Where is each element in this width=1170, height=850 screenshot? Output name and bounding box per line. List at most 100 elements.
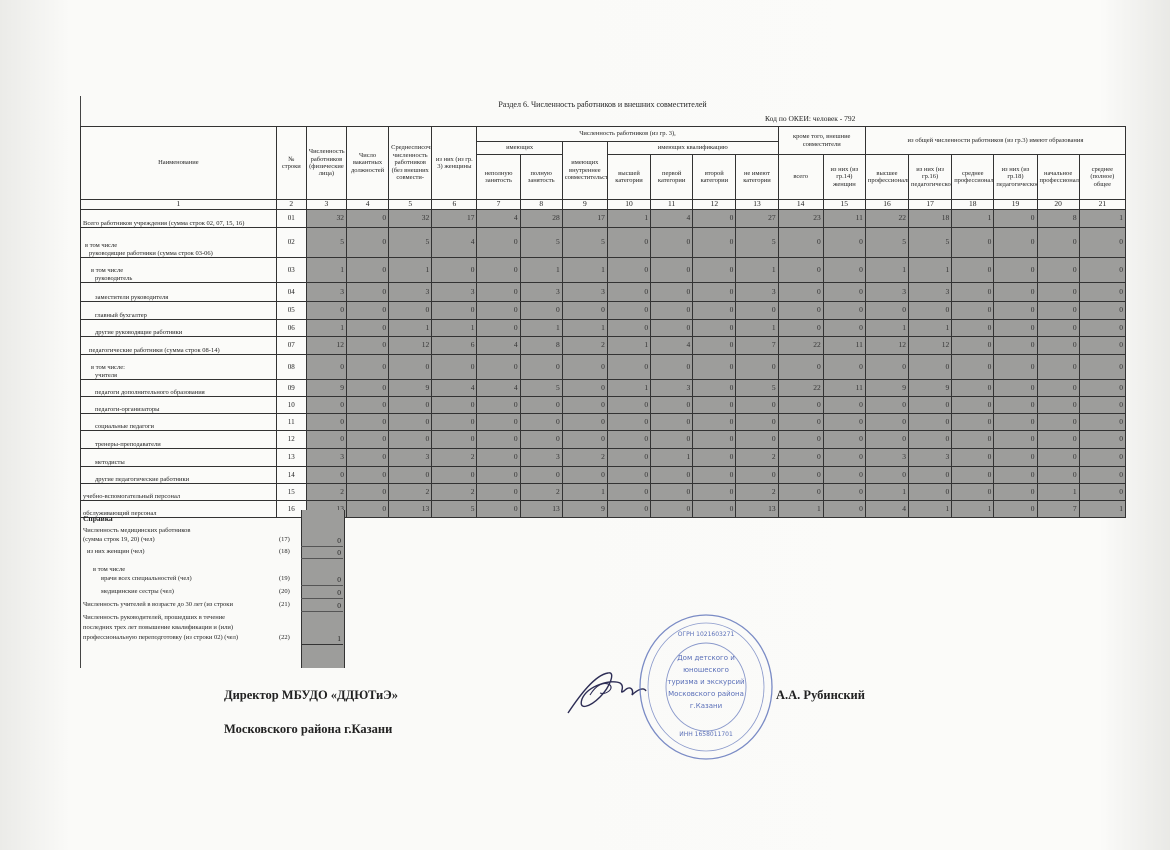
ref-20-code: (20) (279, 588, 290, 595)
value-cell: 5 (519, 379, 563, 397)
value-cell: 0 (1036, 448, 1080, 467)
value-cell: 2 (431, 483, 478, 501)
value-cell: 0 (606, 466, 652, 484)
header-c17: из них (из гр.16) педагогическое (908, 154, 953, 200)
ref-22-code: (22) (279, 634, 290, 641)
value-cell: 0 (476, 282, 521, 302)
value-cell: 0 (735, 396, 779, 414)
row-name: методисты (80, 448, 277, 467)
value-cell: 0 (305, 430, 347, 449)
value-cell: 0 (388, 354, 433, 380)
value-cell: 0 (606, 500, 652, 518)
value-cell: 0 (692, 500, 737, 518)
value-cell: 1 (606, 379, 652, 397)
value-cell: 0 (864, 354, 910, 380)
value-cell: 5 (908, 227, 953, 258)
value-cell: 0 (476, 301, 521, 320)
value-cell: 17 (561, 209, 608, 228)
row-code: 06 (275, 319, 307, 337)
column-number: 21 (1078, 199, 1127, 210)
value-cell: 0 (650, 282, 694, 302)
value-cell: 0 (345, 483, 390, 501)
value-cell: 11 (822, 379, 866, 397)
table-row: педагогические работники (сумма строк 08… (80, 336, 1127, 355)
ref-19-code: (19) (279, 575, 290, 582)
value-cell: 0 (305, 396, 347, 414)
table-row: методисты 13 3 0 3 2 0 3 2 0 1 0 2 0 0 3 3 0 0 0 0 (80, 448, 1127, 467)
value-cell: 0 (777, 413, 824, 431)
value-cell: 1 (908, 500, 953, 518)
value-cell: 0 (650, 483, 694, 501)
value-cell: 1 (431, 319, 478, 337)
value-cell: 0 (1078, 396, 1127, 414)
row-label: учебно-вспомогательный персонал (83, 492, 181, 500)
row-code: 10 (275, 396, 307, 414)
svg-text:ОГРН 1021603271: ОГРН 1021603271 (678, 631, 735, 638)
value-cell: 0 (822, 282, 866, 302)
value-cell: 0 (822, 301, 866, 320)
divider (301, 558, 343, 559)
value-cell: 0 (1078, 466, 1127, 484)
value-cell: 1 (305, 319, 347, 337)
svg-text:г.Казани: г.Казани (690, 702, 722, 710)
value-cell: 0 (822, 466, 866, 484)
value-cell: 0 (1078, 336, 1127, 355)
row-label: обслуживающий персонал (83, 509, 157, 517)
value-cell: 0 (822, 430, 866, 449)
value-cell: 0 (519, 301, 563, 320)
value-cell: 2 (388, 483, 433, 501)
value-cell: 3 (305, 448, 347, 467)
value-cell: 0 (822, 319, 866, 337)
value-cell: 7 (735, 336, 779, 355)
value-cell: 3 (864, 282, 910, 302)
value-cell: 0 (1036, 379, 1080, 397)
value-cell: 2 (561, 448, 608, 467)
value-cell: 0 (561, 413, 608, 431)
value-cell: 2 (305, 483, 347, 501)
value-cell: 4 (431, 227, 478, 258)
value-cell: 0 (822, 396, 866, 414)
value-cell: 0 (345, 396, 390, 414)
value-cell: 0 (777, 430, 824, 449)
value-cell: 0 (951, 396, 995, 414)
value-cell: 0 (345, 430, 390, 449)
value-cell: 1 (735, 257, 779, 283)
director-district: Московского района г.Казани (224, 722, 393, 736)
header-c14: всего (777, 154, 824, 200)
column-numbers-row: 1 2 3 4 5 6 7 8 9 10 11 12 13 14 15 16 17 18 19 20 21 (80, 199, 1127, 210)
value-cell: 2 (735, 483, 779, 501)
value-cell: 0 (993, 396, 1038, 414)
value-cell: 0 (777, 227, 824, 258)
value-cell: 4 (650, 209, 694, 228)
divider (301, 611, 343, 612)
value-cell: 0 (993, 209, 1038, 228)
row-code: 14 (275, 466, 307, 484)
value-cell: 1 (519, 319, 563, 337)
row-name: Всего работников учреждения (сумма строк… (80, 209, 277, 228)
value-cell: 32 (388, 209, 433, 228)
value-cell: 4 (864, 500, 910, 518)
row-label: другие педагогические работники (95, 475, 190, 483)
value-cell: 1 (388, 319, 433, 337)
table-row: заместители руководителя 04 3 0 3 3 0 3 3 0 0 0 3 0 0 3… (80, 282, 1127, 302)
value-cell: 0 (951, 448, 995, 467)
value-cell: 0 (777, 396, 824, 414)
header-c4: Число вакантных должностей (345, 126, 390, 200)
value-cell: 0 (476, 483, 521, 501)
divider (301, 598, 343, 599)
header-c10: высшей категории (606, 154, 652, 200)
value-cell: 0 (345, 354, 390, 380)
value-cell: 0 (735, 430, 779, 449)
value-cell: 22 (777, 336, 824, 355)
row-label: другие руководящие работники (95, 328, 183, 336)
value-cell: 4 (431, 379, 478, 397)
value-cell: 1 (908, 257, 953, 283)
column-number: 2 (275, 199, 307, 210)
value-cell: 0 (993, 336, 1038, 355)
row-label: Всего работников учреждения (сумма строк… (83, 219, 245, 227)
row-name: учебно-вспомогательный персонал (80, 483, 277, 501)
row-name: заместители руководителя (80, 282, 277, 302)
table-row: главный бухгалтер 05 0 0 0 0 0 0 0 0 0 0 0 0 0 0 0 0 0 0 0 (80, 301, 1127, 320)
value-cell: 0 (1078, 257, 1127, 283)
